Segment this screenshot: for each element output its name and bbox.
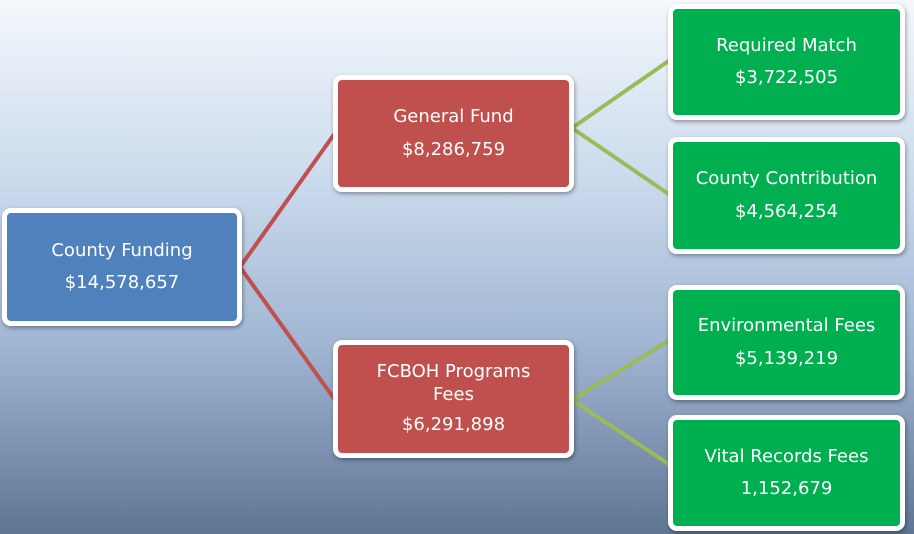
node: Required Match $3,722,505 [668, 4, 905, 120]
node-label: General Fund [393, 106, 514, 127]
connector [570, 58, 672, 130]
node-label: Required Match [716, 34, 857, 56]
node-label: FCBOH Programs Fees [376, 361, 531, 405]
connector [570, 338, 672, 402]
node-value: $5,139,219 [734, 347, 839, 369]
node-label: Vital Records Fees [704, 445, 869, 467]
connector [238, 265, 337, 402]
node-label: Environmental Fees [697, 315, 876, 336]
node-value: $4,564,254 [734, 200, 839, 222]
node: Vital Records Fees 1,152,679 [668, 415, 905, 531]
node-label: County Funding [51, 239, 193, 261]
node: County Contribution $4,564,254 [668, 137, 905, 254]
connector [238, 131, 337, 269]
connector [570, 126, 672, 197]
node-label: County Contribution [695, 168, 878, 189]
node-value: $14,578,657 [64, 272, 180, 293]
node-value: $3,722,505 [734, 67, 839, 88]
node-value: $6,291,898 [401, 414, 506, 436]
node: General Fund $8,286,759 [333, 75, 574, 192]
node: Environmental Fees $5,139,219 [668, 285, 905, 400]
node-value: $8,286,759 [401, 138, 506, 160]
node: FCBOH Programs Fees $6,291,898 [333, 340, 574, 458]
node-value: 1,152,679 [740, 478, 833, 499]
node: County Funding $14,578,657 [2, 208, 242, 326]
connector [570, 398, 672, 467]
